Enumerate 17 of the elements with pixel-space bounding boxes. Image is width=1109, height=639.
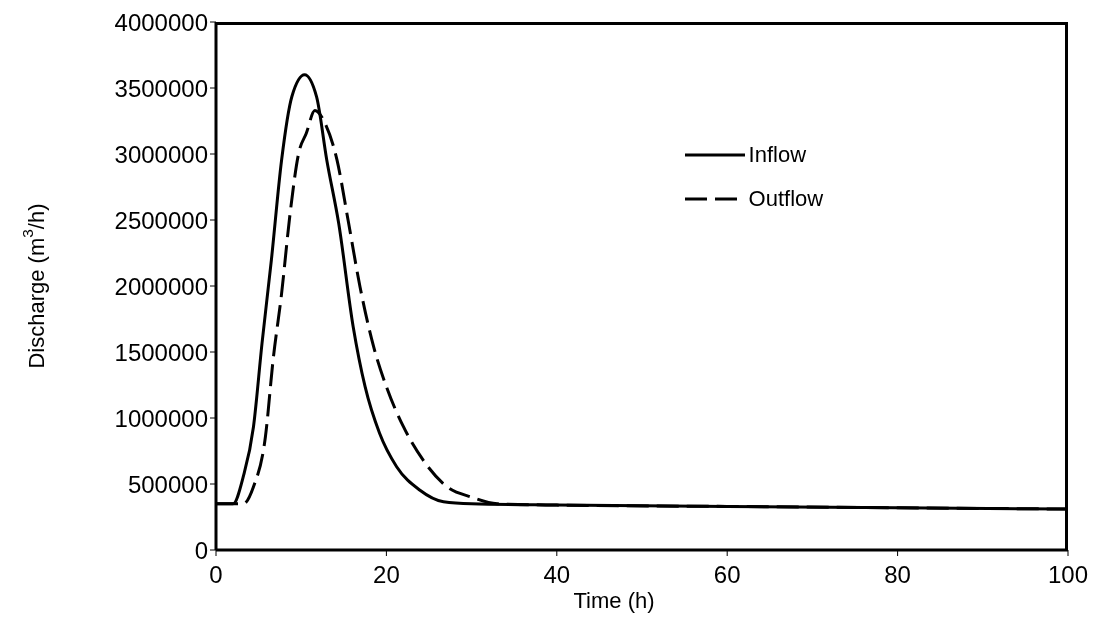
y-tick-label: 2000000 [114, 272, 208, 300]
x-tick-label: 20 [373, 561, 400, 589]
y-tick-label: 3000000 [114, 140, 208, 168]
y-tick-label: 2500000 [114, 206, 208, 234]
x-tick-label: 80 [884, 561, 911, 589]
y-tick-label: 1000000 [114, 404, 208, 432]
y-tick-label: 4000000 [114, 8, 208, 36]
y-tick-label: 500000 [127, 470, 208, 498]
x-tick-label: 60 [713, 561, 741, 589]
legend-label: Inflow [748, 142, 807, 168]
x-tick-label: 40 [543, 561, 571, 589]
y-tick-label: 1500000 [114, 338, 208, 366]
legend-label: Outflow [748, 186, 824, 212]
x-tick-label: 100 [1047, 561, 1089, 589]
y-tick-label: 3500000 [114, 74, 208, 102]
x-axis-title: Time (h) [573, 588, 655, 613]
y-tick-label: 0 [194, 536, 208, 564]
